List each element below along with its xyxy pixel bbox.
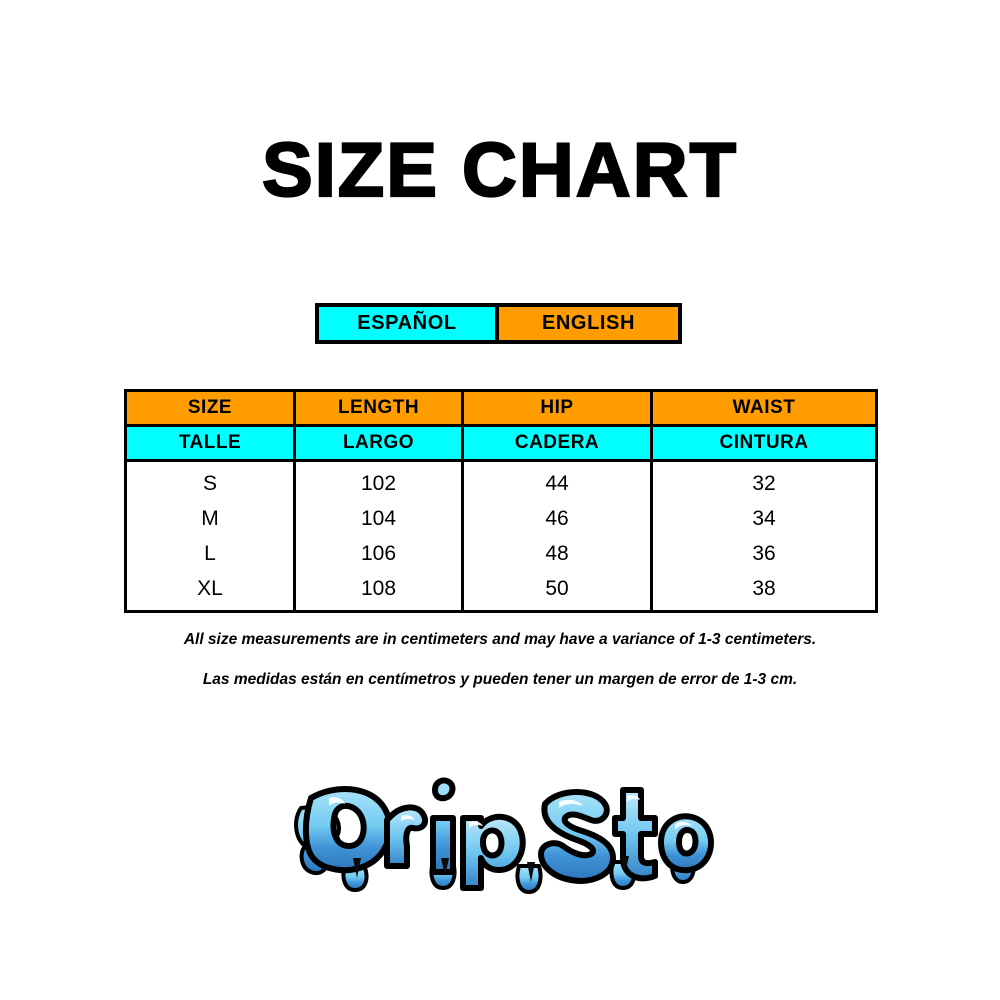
- column-header-hip: HIP: [462, 390, 653, 427]
- cell-hip: 44: [462, 460, 653, 501]
- column-header-size: SIZE: [125, 390, 296, 427]
- language-toggle[interactable]: ESPAÑOL ENGLISH: [315, 303, 682, 344]
- cell-length: 104: [294, 501, 464, 536]
- column-header-length: LENGTH: [294, 390, 464, 427]
- table-row: M 104 46 34: [125, 501, 877, 536]
- cell-size: L: [125, 536, 296, 571]
- table-header-row-spanish: TALLE LARGO CADERA CINTURA: [125, 425, 877, 462]
- cell-hip: 46: [462, 501, 653, 536]
- cell-size: S: [125, 460, 296, 501]
- cell-hip: 50: [462, 571, 653, 612]
- note-spanish: Las medidas están en centímetros y puede…: [202, 671, 798, 688]
- cell-waist: 34: [651, 501, 877, 536]
- table-header-row-english: SIZE LENGTH HIP WAIST: [125, 390, 877, 427]
- language-button-spanish[interactable]: ESPAÑOL: [319, 307, 499, 340]
- language-button-english[interactable]: ENGLISH: [499, 307, 678, 340]
- column-header-cadera: CADERA: [462, 425, 653, 462]
- dripstore-logo-icon: [294, 777, 714, 894]
- table-row: XL 108 50 38: [125, 571, 877, 612]
- table-row: L 106 48 36: [125, 536, 877, 571]
- cell-hip: 48: [462, 536, 653, 571]
- cell-size: M: [125, 501, 296, 536]
- column-header-talle: TALLE: [125, 425, 296, 462]
- cell-length: 102: [294, 460, 464, 501]
- table-row: S 102 44 32: [125, 460, 877, 501]
- size-chart-table: SIZE LENGTH HIP WAIST TALLE LARGO CADERA…: [124, 389, 878, 613]
- cell-size: XL: [125, 571, 296, 612]
- brand-logo: [283, 762, 717, 896]
- cell-waist: 38: [651, 571, 877, 612]
- cell-waist: 32: [651, 460, 877, 501]
- column-header-cintura: CINTURA: [651, 425, 877, 462]
- cell-length: 108: [294, 571, 464, 612]
- cell-length: 106: [294, 536, 464, 571]
- column-header-waist: WAIST: [651, 390, 877, 427]
- cell-waist: 36: [651, 536, 877, 571]
- note-english: All size measurements are in centimeters…: [183, 631, 817, 648]
- page-title: SIZE CHART: [261, 127, 738, 214]
- column-header-largo: LARGO: [294, 425, 464, 462]
